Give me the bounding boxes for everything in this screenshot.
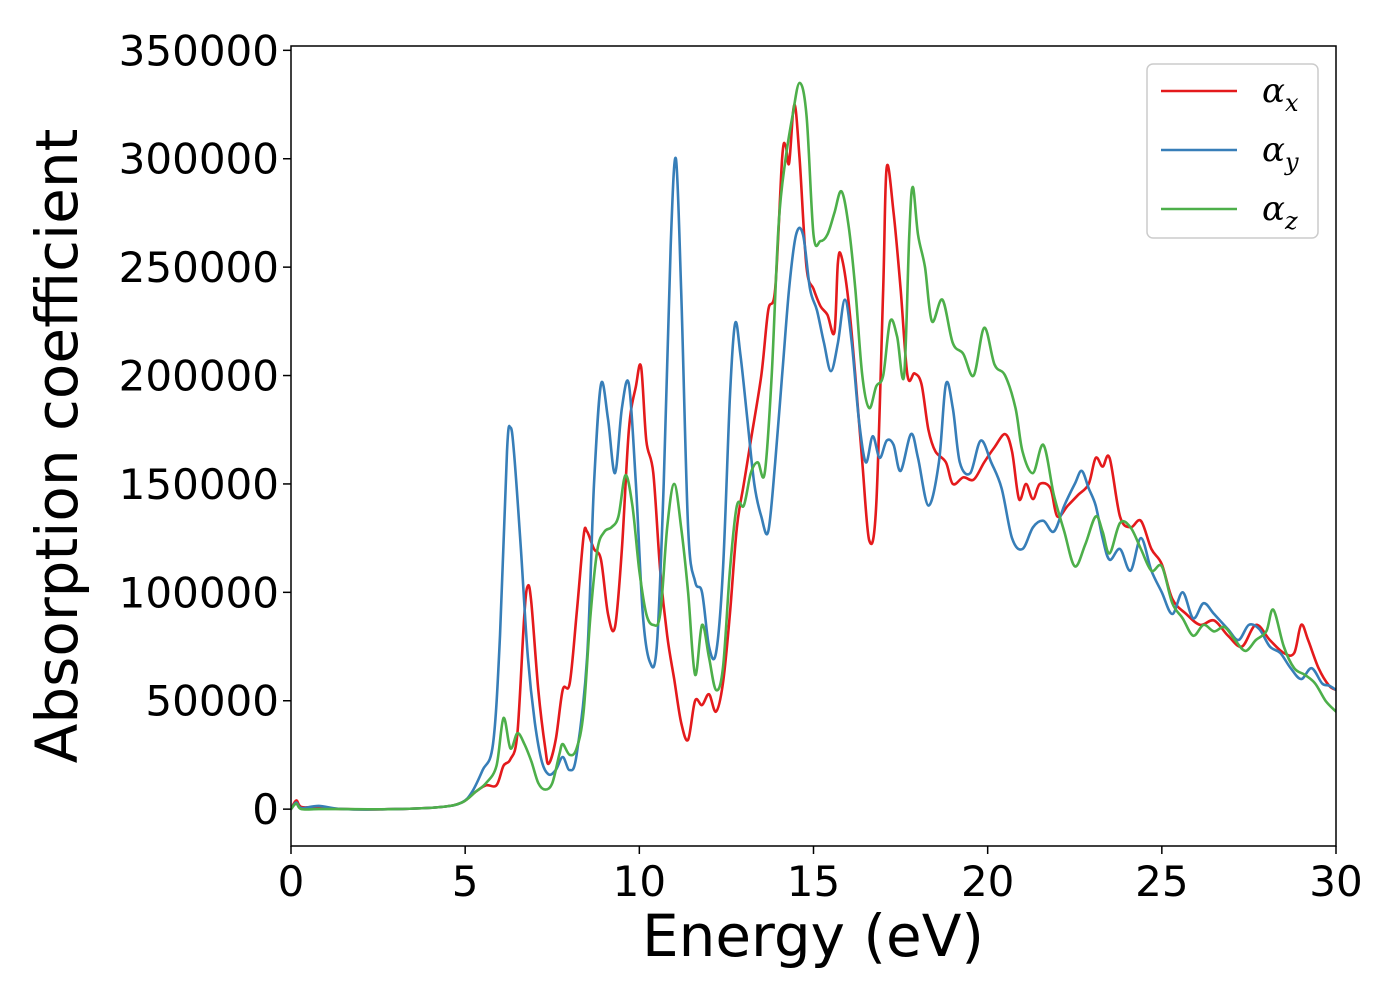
y-tick-label: 50000 <box>145 677 279 726</box>
y-tick-label: 0 <box>252 785 279 834</box>
series-layer <box>291 81 1336 811</box>
series-line-z <box>291 81 1336 811</box>
y-tick-label: 200000 <box>119 352 279 401</box>
x-tick-label: 25 <box>1135 857 1188 906</box>
y-tick-label: 150000 <box>119 460 279 509</box>
y-tick-label: 250000 <box>119 243 279 292</box>
x-tick-label: 20 <box>961 857 1014 906</box>
x-tick-label: 10 <box>613 857 666 906</box>
x-axis-ticks: 0 5 10 15 20 25 30 <box>278 846 1363 906</box>
y-axis-title: Absorption coefficient <box>23 129 91 764</box>
x-tick-label: 30 <box>1309 857 1362 906</box>
x-axis-title: Energy (eV) <box>642 902 984 970</box>
x-tick-label: 5 <box>452 857 479 906</box>
x-tick-label: 15 <box>787 857 840 906</box>
y-tick-label: 100000 <box>119 568 279 617</box>
y-tick-label: 350000 <box>119 26 279 75</box>
x-tick-label: 0 <box>278 857 305 906</box>
series-line-x <box>291 103 1336 811</box>
y-axis-ticks: 0 50000 100000 150000 200000 250000 300000 3500… <box>119 26 291 834</box>
y-tick-label: 300000 <box>119 135 279 184</box>
series-line-y <box>291 156 1336 811</box>
